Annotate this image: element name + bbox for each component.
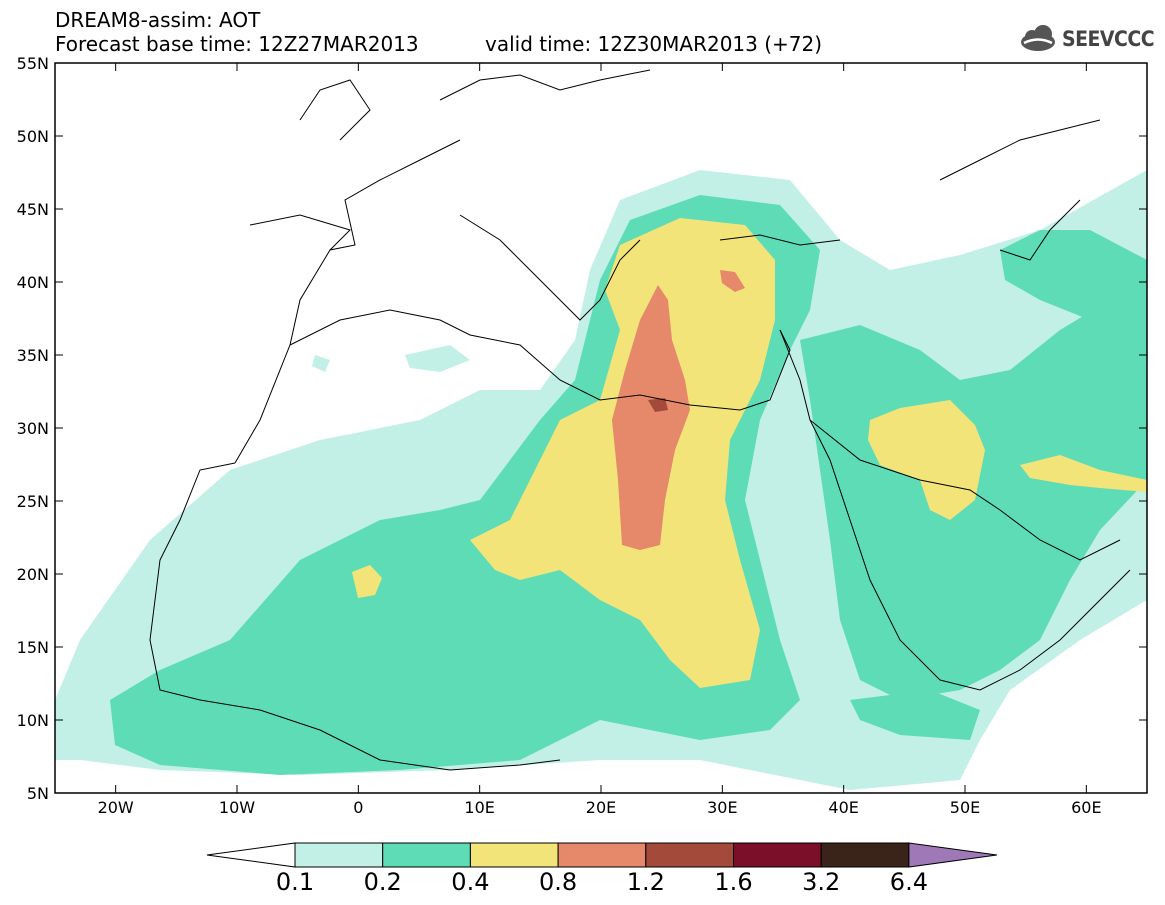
- colorbar-label: 0.1: [275, 868, 315, 896]
- lon-tick-label: 50E: [950, 798, 980, 817]
- colorbar-label: 6.4: [889, 868, 928, 896]
- aot-level-0-8: [720, 270, 745, 292]
- valid-time: valid time: 12Z30MAR2013 (+72): [485, 32, 823, 56]
- aot-level-0-4: [352, 565, 382, 598]
- lon-tick-label: 20E: [586, 798, 616, 817]
- logo-text: SEEVCCC: [1062, 27, 1155, 51]
- colorbar: [206, 842, 997, 868]
- lat-tick-label: 35N: [17, 346, 49, 365]
- lat-tick-label: 20N: [17, 565, 49, 584]
- colorbar-swatch: [645, 842, 734, 868]
- aot-level-0-1: [405, 345, 470, 372]
- lat-tick-label: 45N: [17, 200, 49, 219]
- colorbar-label: 3.2: [802, 868, 841, 896]
- aot-level-0-8: [612, 285, 690, 550]
- aot-level-0-4: [868, 400, 985, 520]
- aot-contours: [55, 170, 1147, 790]
- colorbar-swatch: [469, 842, 559, 868]
- lat-tick-label: 40N: [17, 273, 49, 292]
- map-title: DREAM8-assim: AOT: [55, 8, 261, 32]
- lat-tick-label: 10N: [17, 711, 49, 730]
- colorbar-label: 0.2: [363, 868, 402, 896]
- aot-level-0-1: [312, 355, 330, 372]
- colorbar-swatch: [382, 842, 471, 868]
- colorbar-label: 1.2: [626, 868, 665, 896]
- lon-tick-label: 10W: [219, 798, 255, 817]
- lat-tick-label: 50N: [17, 127, 49, 146]
- lon-tick-label: 10E: [464, 798, 494, 817]
- aot-level-0-2: [1000, 230, 1147, 330]
- colorbar-low-arrow: [206, 842, 296, 868]
- lat-tick-label: 5N: [27, 784, 49, 803]
- longitude-ticks: 20W 10W 0 10E 20E 30E 40E 50E 60E: [98, 63, 1102, 817]
- colorbar-swatch: [733, 842, 822, 868]
- lon-tick-label: 30E: [707, 798, 737, 817]
- colorbar-swatch: [820, 842, 910, 868]
- forecast-base-time: Forecast base time: 12Z27MAR2013: [55, 32, 419, 56]
- lat-tick-label: 15N: [17, 638, 49, 657]
- lon-tick-label: 40E: [828, 798, 858, 817]
- cloud-icon: [1021, 25, 1055, 51]
- lon-tick-label: 0: [353, 798, 363, 817]
- lat-tick-label: 25N: [17, 492, 49, 511]
- lat-tick-label: 30N: [17, 419, 49, 438]
- aot-level-0-2: [850, 690, 980, 740]
- aot-level-1-2: [648, 398, 668, 412]
- colorbar-label: 0.4: [451, 868, 490, 896]
- lat-tick-label: 55N: [17, 54, 49, 73]
- colorbar-swatch: [557, 842, 647, 868]
- colorbar-label: 1.6: [714, 868, 753, 896]
- colorbar-high-arrow: [908, 842, 997, 868]
- lon-tick-label: 20W: [98, 798, 134, 817]
- coastlines: [149, 69, 1131, 771]
- aot-level-0-4: [1020, 455, 1147, 492]
- lon-tick-label: 60E: [1071, 798, 1101, 817]
- colorbar-swatch: [294, 842, 384, 868]
- latitude-ticks: 55N 50N 45N 40N 35N 30N 25N 20N 15N 10N 5N: [17, 54, 1147, 803]
- colorbar-label: 0.8: [539, 868, 578, 896]
